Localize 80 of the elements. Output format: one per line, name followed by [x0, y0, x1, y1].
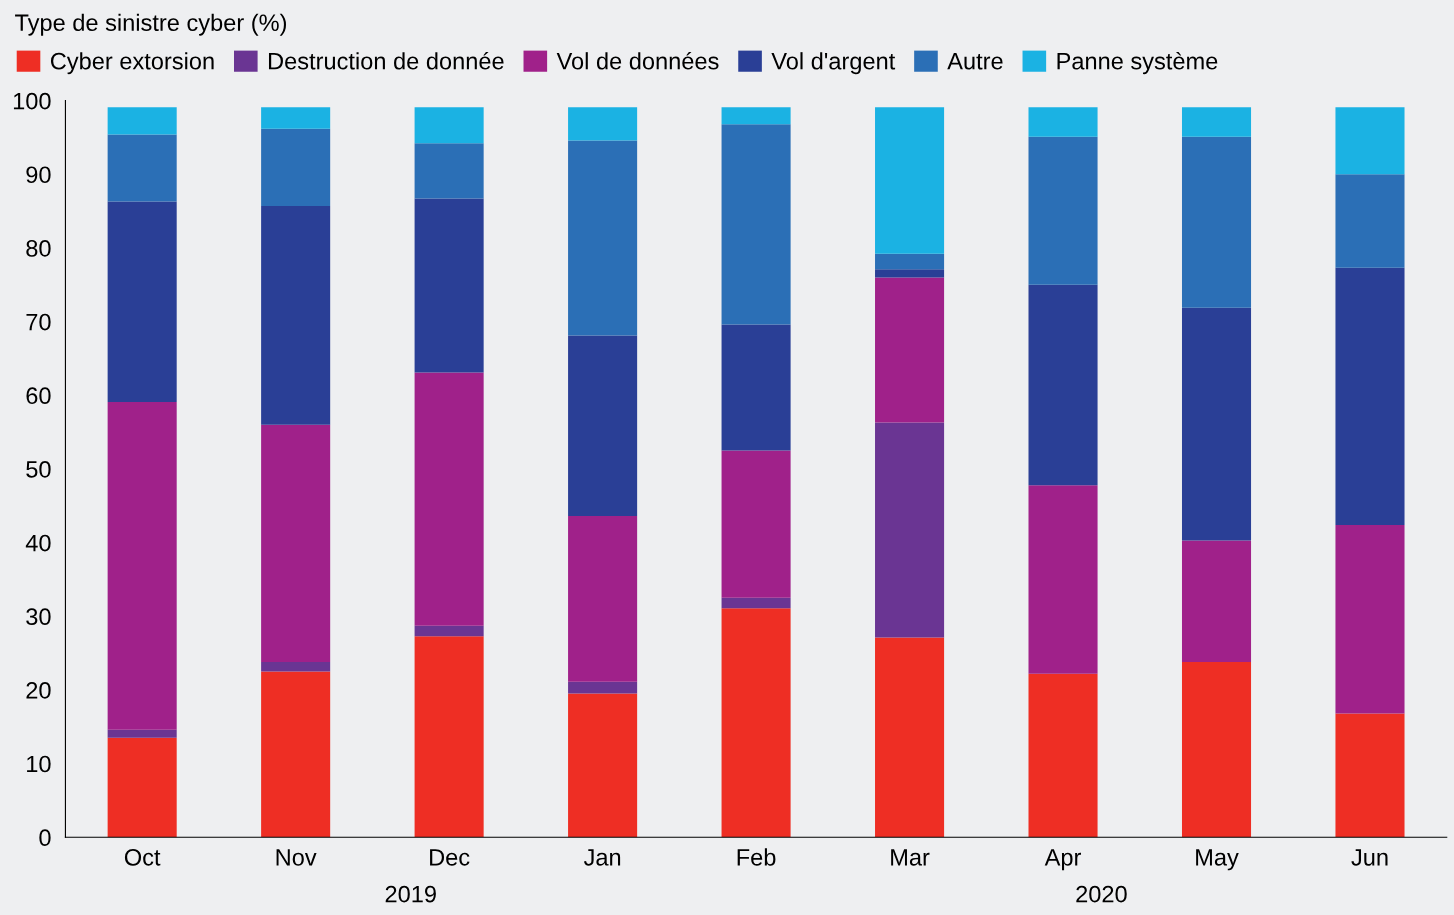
chart-title: Type de sinistre cyber (%): [15, 13, 287, 36]
bar: [261, 107, 331, 129]
y-tick-label: 0: [39, 829, 51, 847]
bar: [1181, 307, 1252, 541]
legend-label: Panne système: [1057, 51, 1218, 75]
x-tick-label: Oct: [124, 848, 161, 866]
legend-label: Cyber extorsion: [50, 52, 214, 75]
bar: [107, 134, 177, 202]
y-tick-label: 10: [27, 755, 51, 773]
bar: [107, 107, 177, 135]
bar: [261, 671, 331, 838]
bar: [414, 107, 484, 144]
x-tick-label: Feb: [737, 848, 776, 866]
x-tick-label: May: [1196, 849, 1239, 871]
bar: [721, 608, 791, 838]
bar: [261, 128, 331, 206]
bar: [261, 205, 331, 425]
bar: [875, 253, 945, 270]
bar: [1335, 107, 1405, 175]
legend-label: Autre: [947, 53, 1003, 70]
bar: [1028, 136, 1098, 285]
bar: [414, 625, 484, 637]
bar: [107, 729, 177, 738]
bar: [1028, 485, 1098, 674]
bar: [721, 124, 791, 325]
bar: [1181, 136, 1252, 308]
bar: [721, 107, 791, 125]
bar: [107, 401, 177, 730]
x-tick-label: Jan: [583, 849, 621, 866]
bar: [414, 198, 484, 373]
y-tick-label: 50: [26, 461, 51, 478]
bar: [1181, 107, 1252, 137]
bar: [721, 324, 791, 451]
y-tick-label: 40: [25, 534, 51, 552]
bar: [1335, 267, 1405, 525]
bar: [568, 693, 638, 838]
bar: [568, 516, 638, 682]
bar: [875, 422, 945, 638]
legend-label: Vol de données: [556, 51, 719, 70]
bar: [875, 107, 945, 254]
bar: [1335, 713, 1405, 838]
bar: [568, 681, 638, 694]
bar: [721, 597, 791, 609]
bar: [1181, 540, 1252, 662]
y-tick-label: 90: [26, 166, 51, 184]
bar: [1028, 107, 1098, 137]
bar: [414, 636, 484, 838]
bar: [568, 335, 638, 517]
x-tick-label: Jun: [1351, 849, 1388, 866]
bar: [414, 143, 484, 199]
y-tick-label: 20: [26, 681, 51, 699]
x-tick-label: Dec: [430, 849, 470, 866]
bar: [1028, 284, 1098, 486]
y-tick-label: 60: [26, 387, 51, 405]
bar: [875, 637, 945, 838]
x-tick-label: Apr: [1044, 849, 1082, 871]
bar: [875, 269, 945, 278]
legend-label: Destruction de donnée: [268, 51, 504, 70]
y-tick-label: 70: [26, 313, 51, 331]
bar: [1335, 524, 1405, 714]
text: 2019: [385, 885, 436, 903]
bar: [1181, 661, 1252, 838]
y-tick-label: 30: [26, 608, 51, 626]
bar: [107, 201, 177, 402]
bar: [875, 277, 945, 423]
bar: [568, 107, 638, 141]
text: 2020: [1076, 885, 1127, 903]
x-tick-label: Nov: [276, 849, 317, 866]
bar: [1335, 174, 1405, 268]
bar: [261, 424, 331, 662]
x-tick-label: Mar: [891, 849, 930, 866]
bar: [568, 140, 638, 336]
bar: [414, 372, 484, 626]
bar: [721, 450, 791, 598]
y-tick-label: 80: [26, 240, 51, 257]
bar: [107, 737, 177, 838]
legend-label: Vol d'argent: [771, 52, 896, 75]
y-tick-label: 100: [13, 92, 51, 110]
bar: [1028, 673, 1098, 838]
bar: [261, 661, 331, 672]
